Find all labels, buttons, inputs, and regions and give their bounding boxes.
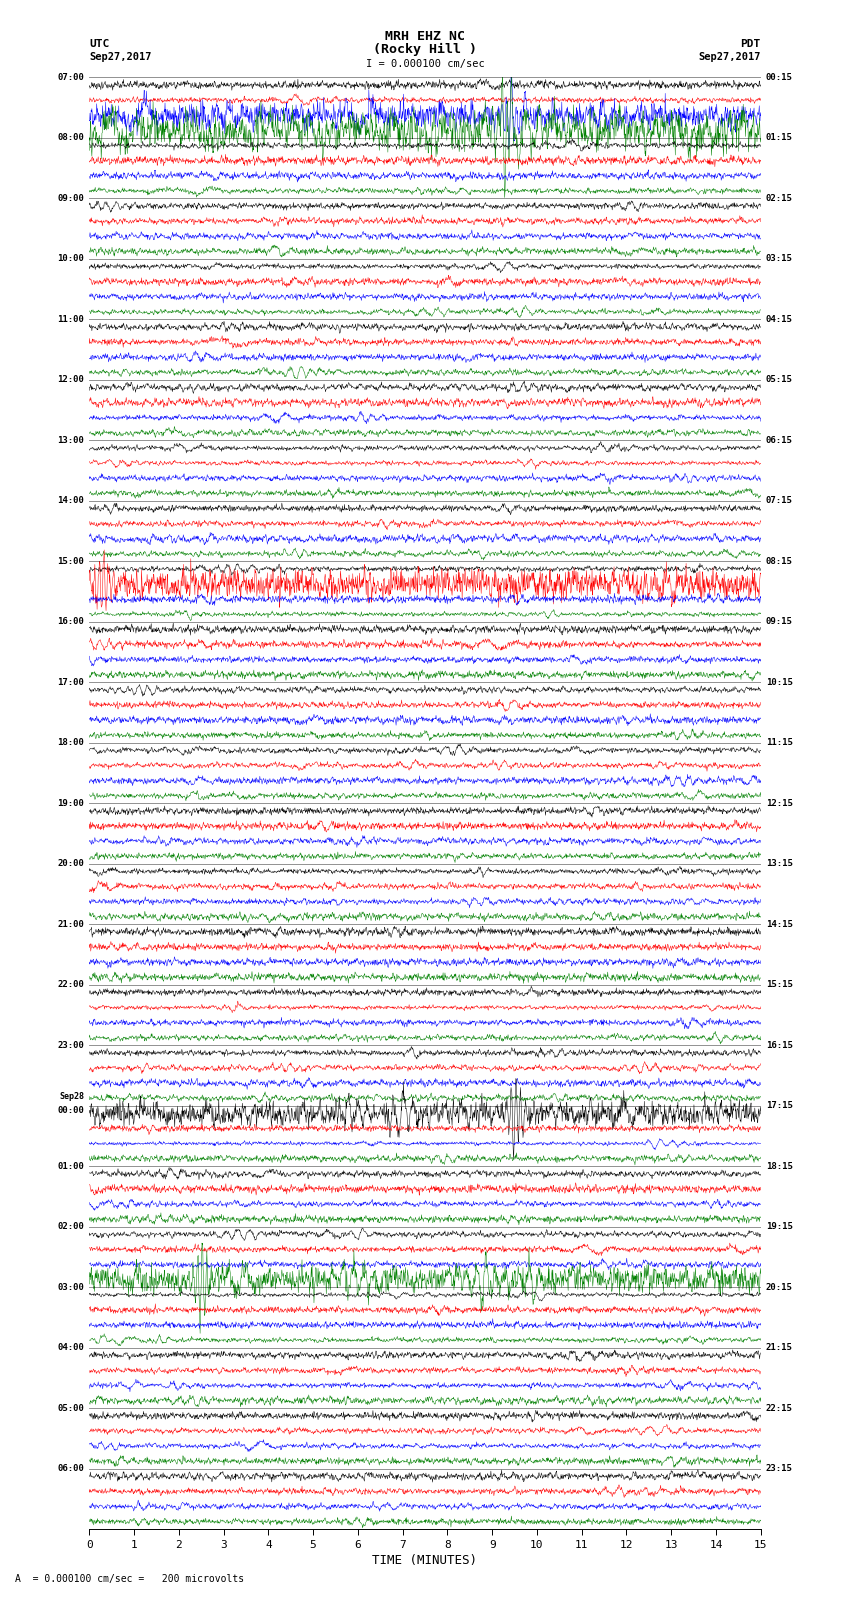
Text: 16:00: 16:00	[57, 618, 84, 626]
Text: Sep27,2017: Sep27,2017	[698, 52, 761, 61]
Text: 07:00: 07:00	[57, 73, 84, 82]
Text: 02:15: 02:15	[766, 194, 793, 203]
Text: UTC: UTC	[89, 39, 110, 48]
Text: 13:00: 13:00	[57, 436, 84, 445]
Text: 01:00: 01:00	[57, 1161, 84, 1171]
Text: 01:15: 01:15	[766, 134, 793, 142]
Text: 04:00: 04:00	[57, 1344, 84, 1352]
Text: 23:00: 23:00	[57, 1040, 84, 1050]
Text: 18:00: 18:00	[57, 739, 84, 747]
Text: 03:00: 03:00	[57, 1282, 84, 1292]
Text: PDT: PDT	[740, 39, 761, 48]
Text: 17:15: 17:15	[766, 1102, 793, 1110]
Text: 05:15: 05:15	[766, 376, 793, 384]
Text: 04:15: 04:15	[766, 315, 793, 324]
Text: 16:15: 16:15	[766, 1040, 793, 1050]
Text: 20:15: 20:15	[766, 1282, 793, 1292]
Text: 17:00: 17:00	[57, 677, 84, 687]
Text: 18:15: 18:15	[766, 1161, 793, 1171]
Text: 23:15: 23:15	[766, 1465, 793, 1473]
Text: I = 0.000100 cm/sec: I = 0.000100 cm/sec	[366, 60, 484, 69]
Text: 20:00: 20:00	[57, 860, 84, 868]
Text: 13:15: 13:15	[766, 860, 793, 868]
Text: 15:15: 15:15	[766, 981, 793, 989]
Text: 06:00: 06:00	[57, 1465, 84, 1473]
Text: MRH EHZ NC: MRH EHZ NC	[385, 29, 465, 44]
Text: Sep27,2017: Sep27,2017	[89, 52, 152, 61]
Text: 14:00: 14:00	[57, 497, 84, 505]
Text: 21:15: 21:15	[766, 1344, 793, 1352]
Text: 19:15: 19:15	[766, 1223, 793, 1231]
Text: 11:00: 11:00	[57, 315, 84, 324]
Text: 05:00: 05:00	[57, 1403, 84, 1413]
Text: 21:00: 21:00	[57, 919, 84, 929]
Text: 06:15: 06:15	[766, 436, 793, 445]
Text: 00:00: 00:00	[57, 1107, 84, 1115]
Text: A  = 0.000100 cm/sec =   200 microvolts: A = 0.000100 cm/sec = 200 microvolts	[15, 1574, 245, 1584]
Text: 08:00: 08:00	[57, 134, 84, 142]
X-axis label: TIME (MINUTES): TIME (MINUTES)	[372, 1553, 478, 1566]
Text: 09:15: 09:15	[766, 618, 793, 626]
Text: 02:00: 02:00	[57, 1223, 84, 1231]
Text: 22:00: 22:00	[57, 981, 84, 989]
Text: 19:00: 19:00	[57, 798, 84, 808]
Text: 10:15: 10:15	[766, 677, 793, 687]
Text: 12:15: 12:15	[766, 798, 793, 808]
Text: 22:15: 22:15	[766, 1403, 793, 1413]
Text: 12:00: 12:00	[57, 376, 84, 384]
Text: 00:15: 00:15	[766, 73, 793, 82]
Text: 14:15: 14:15	[766, 919, 793, 929]
Text: 07:15: 07:15	[766, 497, 793, 505]
Text: 10:00: 10:00	[57, 255, 84, 263]
Text: (Rocky Hill ): (Rocky Hill )	[373, 44, 477, 56]
Text: 09:00: 09:00	[57, 194, 84, 203]
Text: 15:00: 15:00	[57, 556, 84, 566]
Text: Sep28: Sep28	[60, 1092, 84, 1100]
Text: 08:15: 08:15	[766, 556, 793, 566]
Text: 03:15: 03:15	[766, 255, 793, 263]
Text: 11:15: 11:15	[766, 739, 793, 747]
